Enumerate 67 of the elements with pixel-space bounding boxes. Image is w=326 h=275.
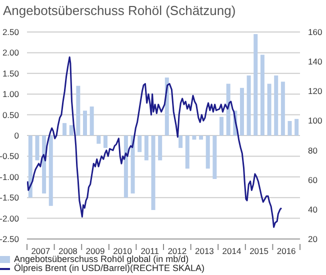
y2-tick-label: 100 <box>308 116 322 126</box>
bar <box>96 136 101 144</box>
y-tick-label: -1.00 <box>0 172 20 182</box>
x-tick-label: 2016 <box>276 246 296 256</box>
bar <box>138 136 142 152</box>
bar <box>69 125 74 136</box>
bar <box>83 110 88 136</box>
bar <box>199 136 204 140</box>
bar <box>151 136 156 210</box>
x-tick-label: 2009 <box>86 246 105 256</box>
y-tick-label: 0 <box>14 130 20 141</box>
legend-label: Angebotsüberschuss Rohöl global (in mb/d) <box>14 254 189 264</box>
bar <box>178 136 183 148</box>
bar <box>260 54 264 136</box>
y-tick-label: -2.00 <box>0 213 20 224</box>
y-tick-label: -0.50 <box>0 151 20 162</box>
bar <box>130 136 135 194</box>
y-tick-label: -2.50 <box>0 234 20 244</box>
x-tick-label: 2012 <box>168 246 187 256</box>
bar <box>288 121 292 136</box>
x-tick-label: 2011 <box>140 246 160 256</box>
bar <box>212 136 217 179</box>
chart-title: Angebotsüberschuss Rohöl (Schätzung) <box>2 2 237 19</box>
bar <box>254 34 258 136</box>
x-tick-label: 2015 <box>250 246 269 256</box>
bar <box>294 118 299 136</box>
x-tick-label: 2010 <box>113 246 132 256</box>
bar <box>103 136 108 148</box>
y-tick-label: 2.50 <box>2 27 20 38</box>
bar <box>35 136 40 160</box>
bar <box>42 136 46 194</box>
x-tick-label: 2007 <box>31 246 50 256</box>
bar <box>246 75 251 136</box>
bar <box>48 136 53 206</box>
line-series <box>27 56 282 228</box>
bar <box>76 86 80 136</box>
x-tick-label: 2013 <box>194 246 214 256</box>
y2-tick-label: 20 <box>308 234 318 244</box>
y2-tick-label: 140 <box>308 56 322 67</box>
bar <box>240 88 244 136</box>
y2-tick-label: 80 <box>308 145 318 156</box>
y2-tick-label: 40 <box>308 204 318 214</box>
bar <box>158 136 162 160</box>
bar <box>274 75 278 136</box>
x-tick-label: 2008 <box>58 246 78 256</box>
bar <box>124 136 128 198</box>
y-tick-label: 0.50 <box>2 110 20 120</box>
bar <box>28 136 32 198</box>
x-tick-label: 2014 <box>222 246 242 256</box>
bar <box>90 106 94 136</box>
bar <box>192 136 196 140</box>
y-tick-label: 2.00 <box>2 48 20 58</box>
bar <box>226 84 230 136</box>
bar <box>144 136 148 160</box>
bar <box>220 116 224 136</box>
y-tick-label: -1.50 <box>0 192 20 203</box>
y2-tick-label: 60 <box>308 174 318 185</box>
bar <box>206 136 210 169</box>
y2-tick-label: 160 <box>308 27 322 38</box>
bar <box>267 84 272 136</box>
legend-label: Ölpreis Brent (in USD/Barrel)(RECHTE SKALA) <box>14 263 205 273</box>
bar <box>280 82 285 136</box>
bar <box>185 136 190 169</box>
y-tick-label: 1.00 <box>2 89 20 100</box>
y-tick-label: 1.50 <box>2 68 20 78</box>
y2-tick-label: 120 <box>308 86 322 96</box>
bar <box>62 123 67 136</box>
